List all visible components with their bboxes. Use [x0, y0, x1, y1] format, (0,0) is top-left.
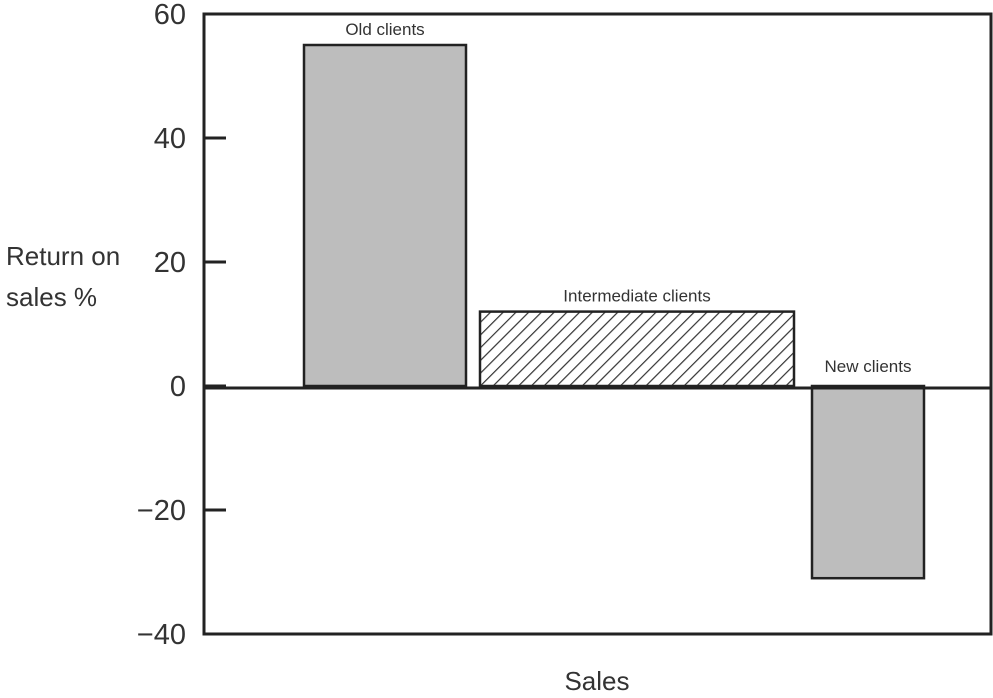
bar-old-clients [304, 45, 466, 386]
y-tick-label: 60 [154, 0, 186, 31]
bar-label: Old clients [345, 20, 424, 39]
bar-label: Intermediate clients [563, 287, 710, 306]
y-axis-title: Return on sales % [6, 241, 120, 312]
y-axis-title-line-1: Return on [6, 241, 120, 271]
y-tick-label: −20 [137, 495, 186, 527]
y-tick-label: −40 [137, 619, 186, 651]
bar-new-clients [812, 386, 924, 578]
bar-intermediate-clients [480, 312, 794, 386]
y-tick-label: 20 [154, 247, 186, 279]
bar-label: New clients [825, 357, 912, 376]
y-axis-title-line-2: sales % [6, 282, 97, 312]
y-axis-ticks: 60 40 20 0 −20 −40 [137, 0, 226, 651]
x-axis-title: Sales [564, 666, 629, 696]
y-tick-label: 40 [154, 123, 186, 155]
y-tick-label: 0 [170, 371, 186, 403]
bars [304, 45, 924, 578]
